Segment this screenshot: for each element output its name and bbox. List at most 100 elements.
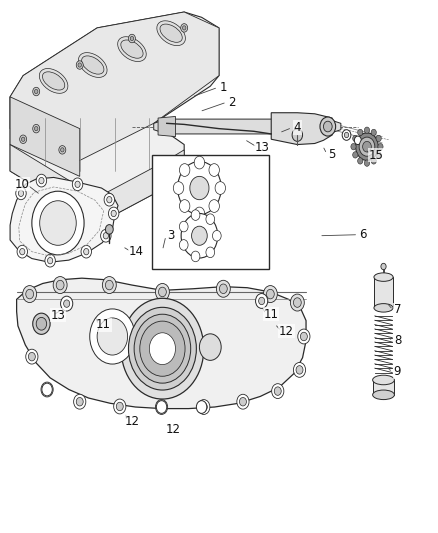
Circle shape	[36, 174, 47, 187]
Circle shape	[107, 197, 112, 203]
Ellipse shape	[374, 273, 393, 281]
Circle shape	[292, 128, 303, 141]
Circle shape	[101, 229, 111, 242]
Circle shape	[353, 135, 358, 142]
Circle shape	[344, 132, 349, 138]
Circle shape	[181, 214, 218, 258]
Polygon shape	[271, 113, 332, 144]
Ellipse shape	[78, 53, 107, 77]
Circle shape	[103, 232, 109, 239]
Circle shape	[159, 287, 166, 297]
Polygon shape	[10, 12, 219, 160]
Ellipse shape	[81, 56, 104, 74]
Text: 11: 11	[96, 318, 111, 332]
Circle shape	[199, 334, 221, 360]
Circle shape	[298, 329, 310, 344]
Circle shape	[320, 117, 336, 136]
Circle shape	[293, 298, 301, 308]
Circle shape	[206, 214, 215, 224]
Circle shape	[364, 160, 370, 166]
Circle shape	[263, 286, 277, 303]
Circle shape	[266, 289, 274, 299]
Polygon shape	[17, 278, 306, 409]
Text: 1: 1	[219, 81, 227, 94]
Circle shape	[84, 248, 89, 255]
Circle shape	[381, 263, 386, 270]
Circle shape	[194, 207, 205, 220]
Circle shape	[128, 308, 196, 390]
Circle shape	[219, 284, 227, 294]
Circle shape	[215, 182, 226, 195]
Circle shape	[106, 280, 113, 290]
Circle shape	[371, 158, 376, 164]
Text: 5: 5	[328, 148, 336, 160]
Circle shape	[128, 34, 135, 43]
Text: 10: 10	[15, 178, 30, 191]
Circle shape	[109, 207, 119, 220]
Circle shape	[20, 135, 27, 143]
Ellipse shape	[373, 390, 394, 400]
Circle shape	[39, 177, 44, 184]
Ellipse shape	[39, 69, 68, 93]
Circle shape	[72, 178, 83, 191]
Text: 13: 13	[50, 309, 65, 322]
Circle shape	[209, 164, 219, 176]
Circle shape	[18, 190, 24, 197]
Circle shape	[155, 284, 170, 301]
Circle shape	[180, 164, 190, 176]
Circle shape	[35, 90, 38, 94]
Circle shape	[357, 130, 363, 135]
Circle shape	[155, 400, 168, 415]
Circle shape	[33, 124, 40, 133]
Circle shape	[198, 400, 210, 415]
Circle shape	[255, 294, 268, 309]
Circle shape	[356, 133, 378, 160]
Circle shape	[104, 193, 115, 206]
Text: 13: 13	[255, 141, 270, 154]
Circle shape	[59, 146, 66, 154]
Circle shape	[41, 382, 53, 397]
Circle shape	[351, 143, 356, 150]
Text: 14: 14	[129, 245, 144, 258]
Text: 4: 4	[293, 121, 301, 134]
Circle shape	[191, 251, 200, 262]
Circle shape	[81, 245, 92, 258]
Polygon shape	[10, 177, 118, 262]
Circle shape	[116, 402, 123, 411]
Circle shape	[376, 135, 381, 142]
Text: 3: 3	[167, 229, 175, 242]
Text: 9: 9	[394, 365, 401, 378]
Circle shape	[258, 297, 265, 305]
Circle shape	[56, 280, 64, 290]
Circle shape	[212, 230, 221, 241]
Ellipse shape	[121, 40, 143, 58]
Circle shape	[149, 333, 176, 365]
Circle shape	[296, 366, 303, 374]
Text: 12: 12	[124, 415, 139, 428]
Circle shape	[130, 36, 134, 41]
Text: 15: 15	[368, 149, 383, 161]
Circle shape	[76, 398, 83, 406]
Circle shape	[354, 136, 361, 144]
Circle shape	[158, 403, 165, 411]
Circle shape	[140, 321, 185, 376]
Circle shape	[26, 289, 34, 299]
Circle shape	[28, 352, 35, 361]
Text: 7: 7	[394, 303, 401, 317]
Circle shape	[40, 201, 76, 245]
Text: 6: 6	[359, 228, 366, 241]
Circle shape	[216, 280, 230, 297]
Circle shape	[60, 148, 64, 152]
Circle shape	[16, 187, 26, 200]
Bar	[152, 155, 269, 269]
Circle shape	[378, 143, 383, 150]
Circle shape	[121, 298, 204, 399]
Text: 12: 12	[279, 325, 294, 338]
Circle shape	[114, 399, 126, 414]
Circle shape	[183, 26, 186, 30]
Ellipse shape	[160, 24, 182, 42]
Circle shape	[178, 161, 221, 215]
Circle shape	[32, 191, 84, 255]
Circle shape	[45, 254, 55, 267]
Ellipse shape	[157, 21, 185, 46]
